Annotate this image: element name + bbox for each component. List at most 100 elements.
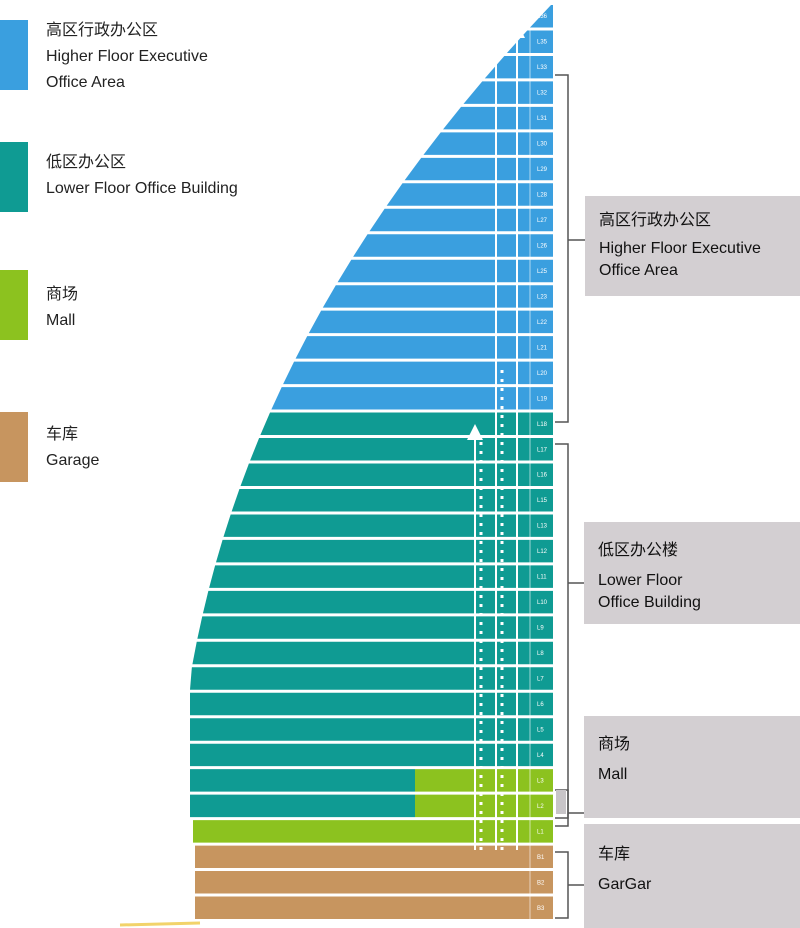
floor-label: L6 — [537, 702, 544, 708]
floor-slab-l20 — [283, 361, 553, 385]
floor-label: L16 — [537, 473, 548, 479]
floor-label: L9 — [537, 626, 544, 632]
section-label-zh: 低区办公楼 — [598, 542, 679, 559]
floor-label: L13 — [537, 524, 548, 530]
floor-slab-l32 — [463, 81, 553, 104]
floor-label: L28 — [537, 193, 548, 199]
floor-slab-l18 — [260, 412, 553, 436]
section-label-en: Lower Floor — [598, 572, 683, 589]
floor-label: B2 — [537, 880, 545, 886]
section-bracket — [555, 74, 585, 423]
floor-labels-group: L36 L35 L33 L32 L31 L30 L29 L28 L27 L26 L25 L23 L22 L… — [537, 14, 548, 912]
floor-slab-l36 — [529, 5, 553, 28]
mall-connector — [556, 790, 566, 814]
floor-label: L27 — [537, 218, 548, 224]
section-label-en-2: Office Area — [599, 262, 678, 279]
floor-slab-l27 — [369, 208, 553, 232]
ground-line — [119, 921, 201, 927]
floor-label: L1 — [537, 829, 544, 835]
floor-label: L5 — [537, 727, 544, 733]
section-label-zh: 商场 — [598, 736, 631, 753]
section-label-en-2: Office Building — [598, 594, 701, 611]
legend-label-en: Garage — [46, 452, 100, 469]
section-label-en: GarGar — [598, 876, 652, 893]
floor-label: B1 — [537, 855, 545, 861]
floor-label: L20 — [537, 371, 548, 377]
floor-slab-l26 — [353, 234, 553, 257]
floor-slab-b2 — [195, 871, 553, 894]
floor-label: L21 — [537, 345, 548, 351]
floor-label: L33 — [537, 65, 548, 71]
floor-slab-l25 — [337, 259, 553, 283]
section-label-en: Mall — [598, 766, 628, 783]
floor-label: L17 — [537, 447, 548, 453]
section-label-mall: 商场 Mall — [584, 716, 800, 818]
legend-label-zh: 高区行政办公区 — [46, 22, 159, 39]
section-label-low: 低区办公楼 Lower Floor Office Building — [584, 522, 800, 624]
floor-label: B3 — [537, 906, 545, 912]
floor-label: L2 — [537, 804, 544, 810]
floor-label: L3 — [537, 778, 544, 784]
floor-label: L19 — [537, 396, 548, 402]
floor-slab-l2 — [190, 794, 415, 818]
floor-label: L15 — [537, 498, 548, 504]
floor-label: L23 — [537, 294, 548, 300]
floor-label: L31 — [537, 116, 548, 122]
floor-label: L11 — [537, 575, 547, 581]
floor-slab-l31 — [443, 106, 553, 130]
floor-slab-l3 — [190, 769, 415, 792]
floor-slab-b3 — [195, 896, 553, 919]
legend-swatch-low — [0, 142, 28, 212]
floor-label: L29 — [537, 167, 548, 173]
floor-label: L10 — [537, 600, 548, 606]
legend-label-en: Lower Floor Office Building — [46, 180, 238, 197]
floor-slab-l2 — [415, 794, 553, 818]
floor-slab-l13 — [223, 514, 553, 537]
floor-slab-l10 — [202, 590, 553, 614]
floor-slab-l7 — [190, 667, 553, 690]
floor-slab-l29 — [404, 157, 553, 181]
floor-slab-l19 — [271, 387, 553, 410]
floor-slab-l11 — [209, 565, 553, 588]
floor-slab-l1 — [193, 820, 553, 843]
floor-slab-l6 — [190, 692, 553, 716]
floor-slab-b1 — [195, 845, 553, 869]
legend-swatch-garage — [0, 412, 28, 482]
floor-label: L25 — [537, 269, 548, 275]
section-brackets — [555, 74, 585, 919]
floor-slab-l22 — [308, 310, 553, 334]
legend-label-en: Mall — [46, 312, 76, 329]
section-label-zh: 车库 — [598, 846, 631, 863]
section-label-zh: 高区行政办公区 — [599, 212, 712, 229]
floor-slab-l9 — [197, 616, 553, 639]
section-label-garage: 车库 GarGar — [584, 824, 800, 928]
legend-label-zh: 低区办公区 — [46, 154, 127, 171]
floor-slab-l16 — [240, 463, 553, 486]
legend-label-en-2: Office Area — [46, 74, 125, 91]
floor-slab-l5 — [190, 718, 553, 741]
floor-slab-l28 — [386, 183, 553, 206]
floor-label: L26 — [537, 243, 548, 249]
floor-slab-l12 — [215, 539, 554, 563]
legend-label-zh: 车库 — [46, 426, 79, 443]
legend-label-en: Higher Floor Executive — [46, 48, 208, 65]
floor-label: L36 — [537, 14, 548, 20]
floor-label: L4 — [537, 753, 544, 759]
floor-label: L35 — [537, 40, 548, 46]
floor-label: L7 — [537, 677, 544, 683]
floor-slab-l21 — [295, 336, 553, 359]
legend-swatch-high — [0, 20, 28, 90]
floor-slab-l17 — [250, 438, 553, 461]
section-bracket — [555, 443, 585, 827]
floor-label: L30 — [537, 142, 548, 148]
floor-slab-l23 — [322, 285, 553, 308]
legend-swatch-mall — [0, 270, 28, 340]
legend-label-zh: 商场 — [46, 286, 79, 303]
floor-slab-l3 — [415, 769, 553, 792]
floor-slab-l33 — [484, 55, 553, 79]
elevator-shafts — [467, 22, 531, 922]
floor-slab-l8 — [192, 641, 554, 665]
floor-label: L18 — [537, 422, 548, 428]
section-label-high: 高区行政办公区 Higher Floor Executive Office Ar… — [585, 196, 800, 296]
